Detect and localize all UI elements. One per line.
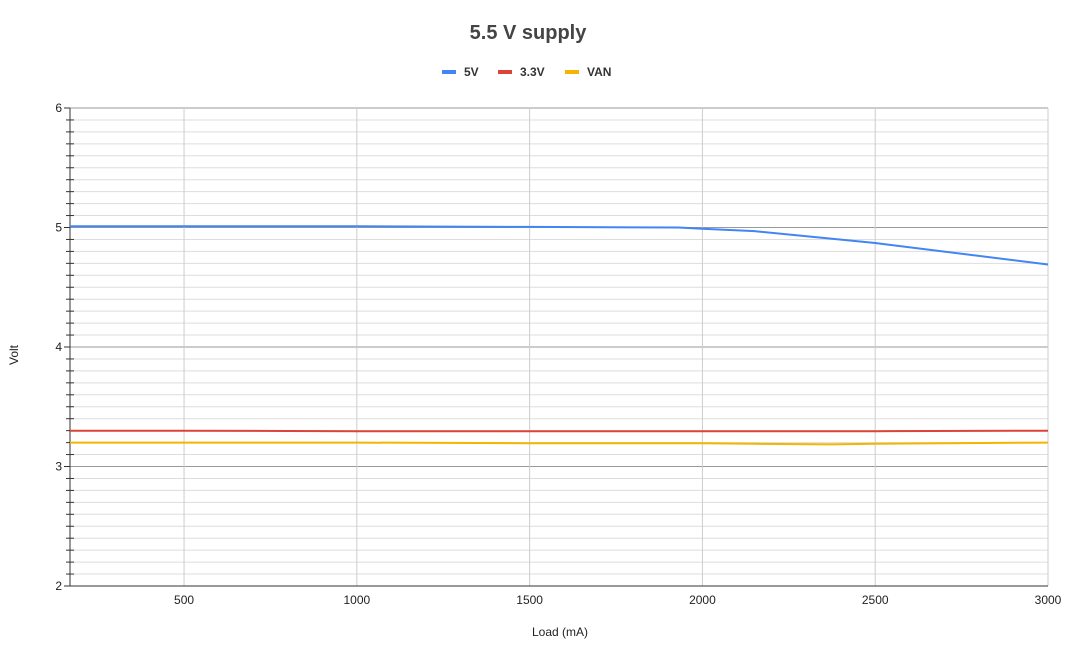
legend: 5V 3.3V VAN [442, 65, 611, 79]
x-tick-labels: 500 1000 1500 2000 2500 3000 [174, 593, 1062, 607]
legend-label-van: VAN [587, 65, 611, 79]
x-axis-title: Load (mA) [532, 625, 588, 639]
y-axis-title: Volt [7, 344, 21, 365]
legend-label-3-3v: 3.3V [520, 65, 545, 79]
y-tick-label: 4 [55, 340, 62, 354]
x-tick-label: 2500 [862, 593, 889, 607]
x-tick-label: 3000 [1035, 593, 1062, 607]
axes [64, 107, 1048, 587]
chart-title: 5.5 V supply [470, 22, 588, 44]
series-line-3-3v [70, 429, 1049, 433]
x-tick-label: 1000 [343, 593, 370, 607]
y-tick-labels: 2 3 4 5 6 [55, 101, 62, 593]
legend-swatch-5v [442, 70, 456, 74]
series-line-van [70, 441, 1049, 446]
legend-swatch-3-3v [498, 70, 512, 74]
x-tick-label: 500 [174, 593, 194, 607]
legend-label-5v: 5V [464, 65, 479, 79]
y-tick-label: 2 [55, 579, 62, 593]
x-tick-label: 1500 [516, 593, 543, 607]
y-tick-label: 5 [55, 221, 62, 235]
legend-swatch-van [565, 70, 579, 74]
series-lines [70, 225, 1049, 446]
grid [70, 107, 1049, 587]
x-tick-label: 2000 [689, 593, 716, 607]
series-line-5v [70, 225, 1049, 266]
y-tick-label: 6 [55, 101, 62, 115]
y-tick-label: 3 [55, 460, 62, 474]
